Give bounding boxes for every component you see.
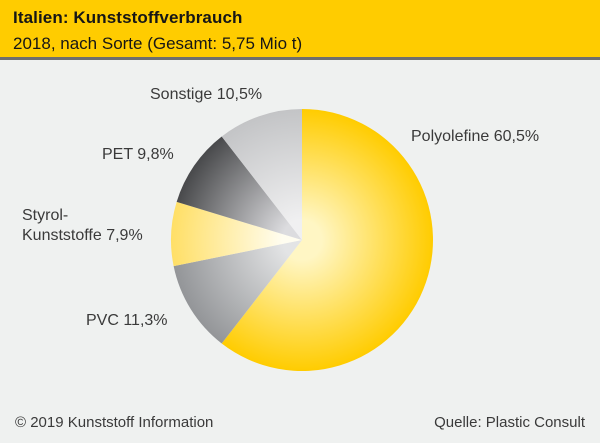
- label-polyolefine: Polyolefine 60,5%: [411, 128, 540, 145]
- chart-subtitle: 2018, nach Sorte (Gesamt: 5,75 Mio t): [13, 34, 303, 53]
- label-sonstige: Sonstige 10,5%: [150, 86, 263, 103]
- chart-title: Italien: Kunststoffverbrauch: [13, 8, 243, 27]
- pie-slice-polyolefine: [221, 109, 434, 371]
- copyright-text: © 2019 Kunststoff Information: [15, 414, 214, 431]
- label-styrol-line1: Styrol-: [22, 207, 69, 224]
- header: Italien: Kunststoffverbrauch 2018, nach …: [0, 0, 600, 60]
- pie-slice-sonstige: [221, 109, 302, 240]
- label-pet: PET 9,8%: [102, 146, 174, 163]
- label-pvc: PVC 11,3%: [86, 312, 168, 329]
- label-styrol-line2: Kunststoffe 7,9%: [22, 227, 143, 244]
- footer: © 2019 Kunststoff Information Quelle: Pl…: [0, 414, 600, 431]
- label-styrol-kunststoffe: Styrol- Kunststoffe 7,9%: [22, 206, 143, 246]
- pie-chart: [171, 109, 434, 371]
- pie-slice-pet: [176, 136, 302, 240]
- pie-slice-styrol-kunststoffe: [171, 201, 302, 267]
- source-text: Quelle: Plastic Consult: [434, 414, 585, 431]
- pie-slice-pvc: [173, 240, 302, 344]
